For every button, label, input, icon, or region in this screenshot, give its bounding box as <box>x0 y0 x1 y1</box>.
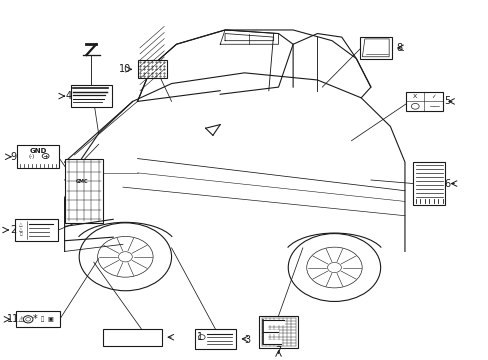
Text: ⚠: ⚠ <box>17 315 24 324</box>
Text: 🔥: 🔥 <box>20 232 22 236</box>
Bar <box>259 316 297 348</box>
Text: 7: 7 <box>275 346 281 356</box>
Text: △: △ <box>19 222 22 227</box>
Text: 🧑: 🧑 <box>41 316 44 322</box>
Bar <box>15 219 58 241</box>
Text: 6: 6 <box>444 179 450 189</box>
Text: 1: 1 <box>196 332 203 342</box>
Bar <box>16 311 60 327</box>
Bar <box>194 329 236 349</box>
Text: △: △ <box>19 227 22 232</box>
Bar <box>359 37 391 59</box>
Text: 2: 2 <box>10 225 17 235</box>
Text: 4: 4 <box>65 91 71 101</box>
Bar <box>17 145 59 168</box>
Bar <box>406 91 442 111</box>
Bar <box>137 60 166 78</box>
Text: ✓: ✓ <box>430 94 435 99</box>
Text: 3: 3 <box>244 335 249 345</box>
Bar <box>103 329 162 346</box>
Text: 9: 9 <box>10 152 17 162</box>
Text: (-): (-) <box>29 154 35 158</box>
Text: 10: 10 <box>119 64 131 74</box>
Text: GND: GND <box>29 148 46 154</box>
Text: 11: 11 <box>7 314 20 324</box>
Bar <box>413 162 444 205</box>
Bar <box>71 85 112 107</box>
Bar <box>64 158 103 223</box>
Text: 8: 8 <box>395 43 401 53</box>
Text: X: X <box>412 94 417 99</box>
Text: *: * <box>33 314 38 324</box>
Text: ▣: ▣ <box>47 317 53 322</box>
Text: GMC: GMC <box>75 179 88 184</box>
Text: 5: 5 <box>444 96 450 107</box>
